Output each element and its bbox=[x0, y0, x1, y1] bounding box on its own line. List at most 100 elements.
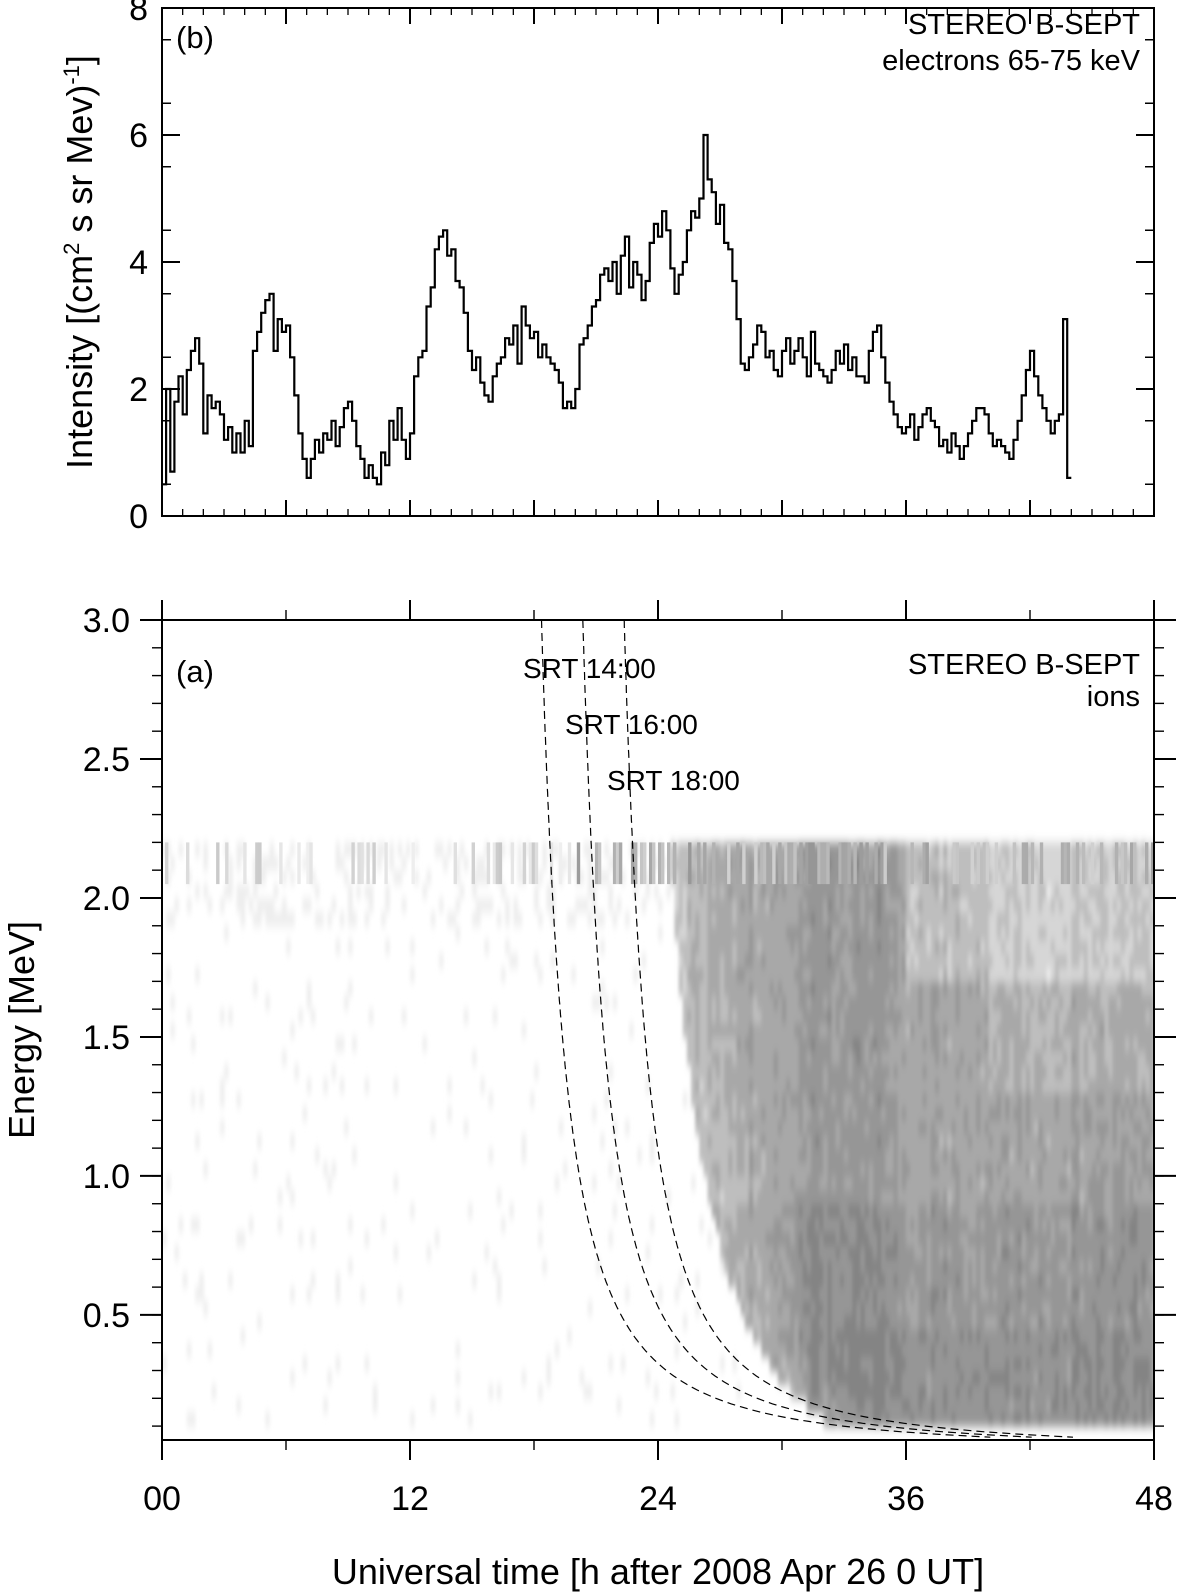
spectrogram-cell bbox=[939, 1398, 944, 1413]
spectrogram-cell bbox=[732, 925, 738, 941]
spectrogram-cell bbox=[645, 884, 651, 899]
spectrogram-cell bbox=[736, 1189, 742, 1205]
spectrogram-cell bbox=[1083, 1050, 1089, 1066]
spectrogram-cell bbox=[802, 1217, 808, 1233]
spectrogram-cell bbox=[815, 953, 820, 969]
spectrogram-cell bbox=[864, 1273, 870, 1288]
spectrogram-cell bbox=[823, 1203, 828, 1219]
spectrogram-cell bbox=[744, 981, 750, 996]
spectrogram-cell bbox=[170, 995, 175, 1010]
spectrogram-cell bbox=[980, 1078, 986, 1094]
spectrogram-cell bbox=[972, 1148, 977, 1163]
spectrogram-cell bbox=[794, 995, 800, 1010]
spectrogram-cell bbox=[1112, 1203, 1118, 1219]
spectrogram-cell bbox=[815, 1009, 820, 1024]
spectrogram-cell bbox=[839, 884, 845, 899]
spectrogram-cell bbox=[703, 1078, 709, 1094]
spectrogram-cell bbox=[757, 981, 762, 996]
spectrogram-cell bbox=[757, 1162, 762, 1177]
spectrogram-cell bbox=[1063, 1273, 1068, 1288]
spectrogram-cell bbox=[748, 1203, 754, 1219]
spectrogram-cell bbox=[1001, 939, 1006, 955]
spectrogram-cell bbox=[810, 1189, 816, 1205]
spectrogram-cell bbox=[1129, 1092, 1134, 1107]
spectrogram-cell bbox=[773, 884, 779, 899]
spectrogram-cell bbox=[459, 842, 465, 857]
spectrogram-cell bbox=[1083, 898, 1089, 913]
spectrogram-cell bbox=[1046, 1078, 1052, 1094]
spectrogram-cell bbox=[1087, 981, 1093, 996]
spectrogram-cell bbox=[864, 1175, 870, 1191]
spectrogram-cell bbox=[852, 1384, 857, 1399]
spectrogram-cell bbox=[823, 1259, 828, 1274]
spectrogram-cell bbox=[703, 1050, 709, 1066]
spectrogram-cell bbox=[1133, 1064, 1138, 1080]
spectrogram-cell bbox=[922, 1273, 928, 1288]
spectrogram-cell bbox=[1116, 1384, 1122, 1399]
spectrogram-cell bbox=[1005, 939, 1010, 955]
spectrogram-cell bbox=[728, 1064, 733, 1080]
spectrogram-cell bbox=[1005, 1231, 1010, 1246]
spectrogram-cell bbox=[934, 981, 940, 996]
spectrogram-cell bbox=[1042, 1064, 1048, 1080]
spectrogram-cell bbox=[1025, 1301, 1031, 1316]
spectrogram-cell bbox=[794, 884, 800, 899]
spectrogram-cell bbox=[753, 1050, 758, 1066]
spectrogram-cell bbox=[976, 1384, 981, 1399]
spectrogram-cell bbox=[1129, 1370, 1134, 1385]
spectrogram-cell bbox=[794, 1384, 800, 1399]
spectrogram-cell bbox=[943, 1203, 948, 1219]
spectrogram-cell bbox=[513, 953, 518, 969]
spectrogram-cell bbox=[1075, 1203, 1081, 1219]
spectrogram-cell bbox=[810, 1175, 816, 1191]
spectrogram-cell bbox=[748, 1009, 754, 1024]
spectrogram-cell bbox=[1009, 995, 1014, 1010]
spectrogram-cell bbox=[1071, 842, 1076, 857]
spectrogram-cell bbox=[988, 1370, 994, 1385]
spectrogram-cell bbox=[724, 1231, 729, 1246]
spectrogram-cell bbox=[1083, 939, 1089, 955]
spectrogram-cell bbox=[802, 1092, 808, 1107]
spectrogram-cell bbox=[1116, 925, 1122, 941]
spectrogram-cell bbox=[1017, 1134, 1023, 1149]
spectrogram-cell bbox=[1005, 1398, 1010, 1413]
spectrogram-cell bbox=[852, 1120, 857, 1135]
spectrogram-cell bbox=[819, 925, 824, 941]
spectrogram-cell bbox=[748, 898, 754, 913]
spectrogram-cell bbox=[645, 1245, 651, 1260]
spectrogram-cell bbox=[1100, 1245, 1105, 1260]
spectrogram-cell bbox=[1116, 1134, 1122, 1149]
spectrogram-cell bbox=[1096, 856, 1101, 871]
spectrogram-cell bbox=[963, 1175, 969, 1191]
spectrogram-cell bbox=[1125, 1092, 1130, 1107]
spectrogram-cell bbox=[1013, 967, 1019, 982]
spectrogram-cell bbox=[906, 1342, 911, 1358]
spectrogram-cell bbox=[335, 1036, 341, 1052]
spectrogram-cell bbox=[1009, 1328, 1014, 1344]
spectrogram-cell bbox=[794, 953, 800, 969]
spectrogram-cell bbox=[827, 1412, 833, 1427]
spectrogram-cell bbox=[831, 1384, 837, 1399]
spectrogram-cell bbox=[980, 1370, 986, 1385]
spectrogram-cell bbox=[1137, 1036, 1143, 1052]
spectrogram-cell bbox=[674, 1342, 680, 1358]
spectrogram-cell bbox=[794, 1287, 800, 1302]
spectrogram-cell bbox=[872, 1384, 878, 1399]
spectrogram-cell bbox=[505, 939, 510, 955]
spectrogram-cell bbox=[798, 1370, 804, 1385]
spectrogram-cell bbox=[972, 981, 977, 996]
spectrogram-cell bbox=[1125, 1287, 1130, 1302]
spectrogram-cell bbox=[1075, 1259, 1081, 1274]
spectrogram-cell bbox=[1034, 1050, 1039, 1066]
spectrogram-cell bbox=[691, 981, 696, 996]
spectrogram-cell bbox=[856, 1356, 862, 1372]
spectrogram-cell bbox=[1042, 1398, 1048, 1413]
spectrogram-cell bbox=[980, 1106, 986, 1121]
spectrogram-cell bbox=[955, 898, 961, 913]
spectrogram-cell bbox=[947, 1162, 952, 1177]
spectrogram-cell bbox=[901, 884, 907, 899]
spectrogram-cell bbox=[790, 1175, 795, 1191]
spectrogram-cell bbox=[1025, 1189, 1031, 1205]
spectrogram-cell bbox=[827, 1106, 833, 1121]
